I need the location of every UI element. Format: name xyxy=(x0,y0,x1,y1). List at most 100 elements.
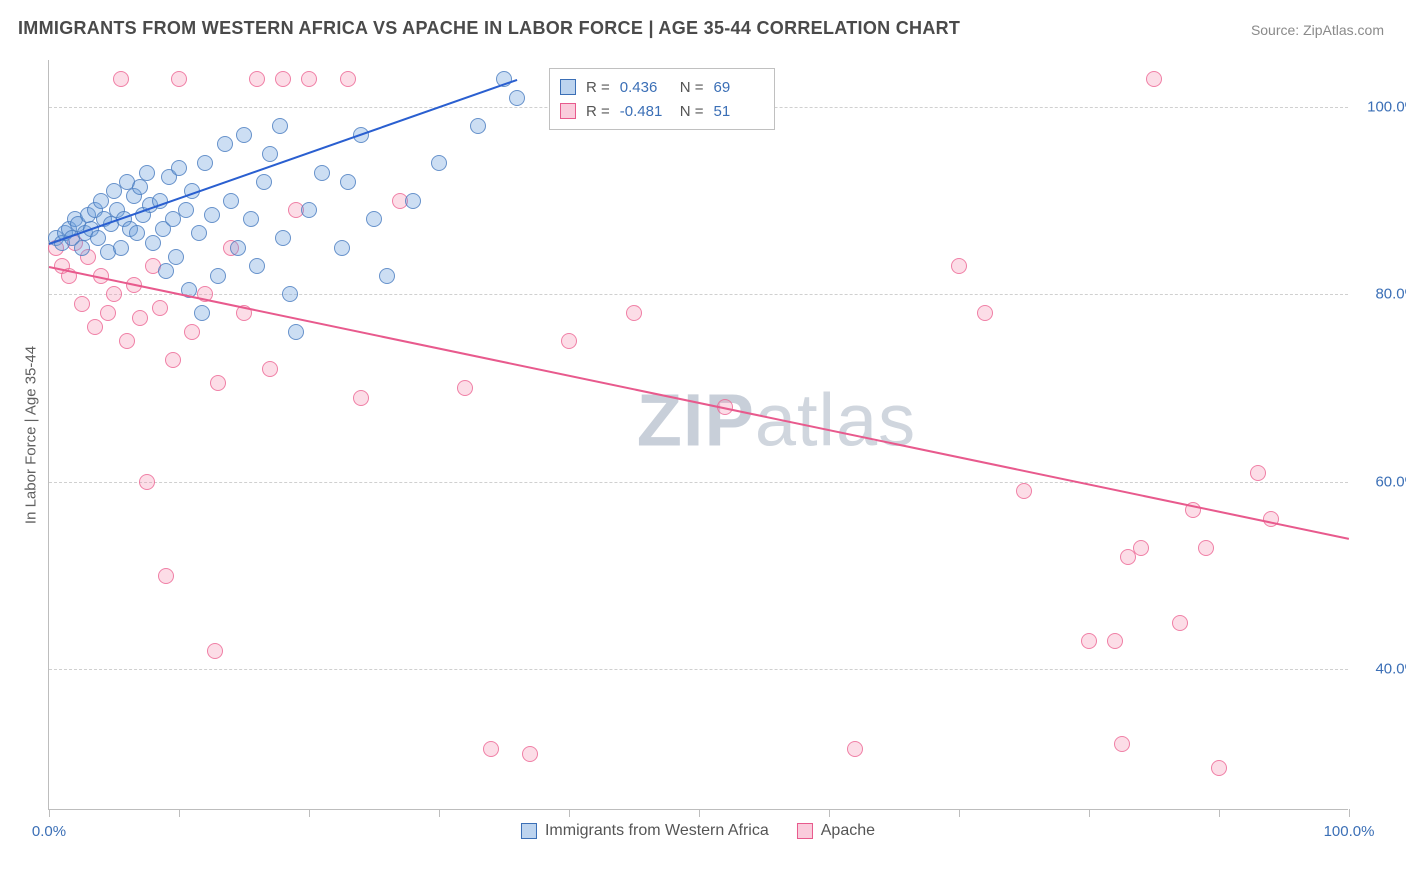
data-point-blue xyxy=(282,286,298,302)
x-tick xyxy=(1089,809,1090,817)
data-point-blue xyxy=(129,225,145,241)
data-point-pink xyxy=(457,380,473,396)
data-point-blue xyxy=(204,207,220,223)
n-value: 51 xyxy=(714,103,764,120)
data-point-blue xyxy=(243,211,259,227)
data-point-pink xyxy=(626,305,642,321)
x-tick xyxy=(569,809,570,817)
data-point-blue xyxy=(340,174,356,190)
stats-row-blue: R =0.436N =69 xyxy=(560,75,764,99)
r-label: R = xyxy=(586,79,610,96)
x-tick xyxy=(1349,809,1350,817)
data-point-pink xyxy=(262,361,278,377)
data-point-pink xyxy=(119,333,135,349)
data-point-blue xyxy=(256,174,272,190)
y-tick-label: 100.0% xyxy=(1358,98,1406,115)
source-attribution: Source: ZipAtlas.com xyxy=(1251,22,1384,38)
x-tick xyxy=(1219,809,1220,817)
data-point-blue xyxy=(113,240,129,256)
data-point-pink xyxy=(113,71,129,87)
correlation-stats-box: R =0.436N =69R =-0.481N =51 xyxy=(549,68,775,130)
data-point-blue xyxy=(379,268,395,284)
x-tick-label: 100.0% xyxy=(1324,823,1375,840)
n-label: N = xyxy=(680,103,704,120)
data-point-blue xyxy=(145,235,161,251)
gridline-h xyxy=(49,294,1348,295)
data-point-pink xyxy=(1172,615,1188,631)
data-point-pink xyxy=(561,333,577,349)
y-tick-label: 40.0% xyxy=(1358,661,1406,678)
stats-swatch-pink-icon xyxy=(560,103,576,119)
data-point-pink xyxy=(87,319,103,335)
data-point-pink xyxy=(951,258,967,274)
data-point-pink xyxy=(1107,633,1123,649)
data-point-pink xyxy=(184,324,200,340)
data-point-pink xyxy=(165,352,181,368)
data-point-pink xyxy=(847,741,863,757)
legend-swatch-blue-icon xyxy=(521,823,537,839)
data-point-pink xyxy=(301,71,317,87)
legend-swatch-pink-icon xyxy=(797,823,813,839)
data-point-pink xyxy=(483,741,499,757)
data-point-pink xyxy=(152,300,168,316)
data-point-blue xyxy=(191,225,207,241)
data-point-blue xyxy=(158,263,174,279)
chart-title: IMMIGRANTS FROM WESTERN AFRICA VS APACHE… xyxy=(18,18,960,39)
n-value: 69 xyxy=(714,79,764,96)
data-point-pink xyxy=(1016,483,1032,499)
legend-item-blue: Immigrants from Western Africa xyxy=(521,822,769,840)
data-point-blue xyxy=(236,127,252,143)
data-point-blue xyxy=(74,240,90,256)
data-point-blue xyxy=(178,202,194,218)
data-point-pink xyxy=(106,286,122,302)
x-tick-label: 0.0% xyxy=(32,823,66,840)
legend-label-pink: Apache xyxy=(821,822,875,840)
data-point-pink xyxy=(210,375,226,391)
data-point-blue xyxy=(168,249,184,265)
source-name: ZipAtlas.com xyxy=(1303,22,1384,38)
data-point-blue xyxy=(275,230,291,246)
data-point-pink xyxy=(74,296,90,312)
data-point-blue xyxy=(272,118,288,134)
data-point-pink xyxy=(1211,760,1227,776)
data-point-blue xyxy=(301,202,317,218)
data-point-pink xyxy=(1081,633,1097,649)
x-tick xyxy=(959,809,960,817)
data-point-blue xyxy=(334,240,350,256)
stats-row-pink: R =-0.481N =51 xyxy=(560,99,764,123)
data-point-blue xyxy=(230,240,246,256)
trendline-pink xyxy=(49,266,1349,540)
n-label: N = xyxy=(680,79,704,96)
trendline-blue xyxy=(49,79,518,245)
gridline-h xyxy=(49,669,1348,670)
data-point-pink xyxy=(275,71,291,87)
data-point-pink xyxy=(171,71,187,87)
legend-label-blue: Immigrants from Western Africa xyxy=(545,822,769,840)
data-point-pink xyxy=(353,390,369,406)
stats-swatch-blue-icon xyxy=(560,79,576,95)
data-point-pink xyxy=(249,71,265,87)
r-value: -0.481 xyxy=(620,103,670,120)
x-tick xyxy=(49,809,50,817)
data-point-blue xyxy=(262,146,278,162)
data-point-blue xyxy=(470,118,486,134)
data-point-blue xyxy=(509,90,525,106)
y-tick-label: 60.0% xyxy=(1358,473,1406,490)
data-point-blue xyxy=(171,160,187,176)
data-point-pink xyxy=(1250,465,1266,481)
x-tick xyxy=(439,809,440,817)
data-point-blue xyxy=(405,193,421,209)
data-point-pink xyxy=(207,643,223,659)
legend-item-pink: Apache xyxy=(797,822,875,840)
plot-container: ZIPatlas In Labor Force | Age 35-44 40.0… xyxy=(48,60,1348,810)
data-point-pink xyxy=(158,568,174,584)
data-point-blue xyxy=(197,155,213,171)
data-point-pink xyxy=(1198,540,1214,556)
data-point-blue xyxy=(139,165,155,181)
data-point-blue xyxy=(249,258,265,274)
data-point-pink xyxy=(1133,540,1149,556)
x-tick xyxy=(309,809,310,817)
source-label: Source: xyxy=(1251,22,1299,38)
x-tick xyxy=(699,809,700,817)
data-point-blue xyxy=(314,165,330,181)
